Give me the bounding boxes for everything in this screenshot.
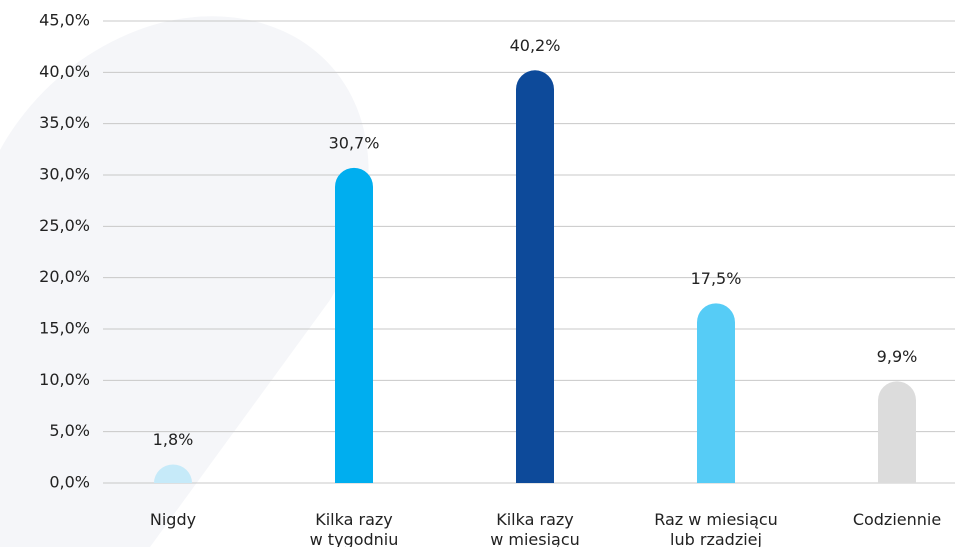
x-tick-label: Codziennie: [852, 510, 942, 529]
background-shape: [0, 16, 369, 547]
value-label: 30,7%: [329, 133, 380, 152]
value-label: 17,5%: [691, 269, 742, 288]
bar: [697, 303, 735, 483]
y-tick-label: 20,0%: [39, 267, 90, 286]
y-tick-label: 40,0%: [39, 62, 90, 81]
y-tick-label: 15,0%: [39, 319, 90, 338]
x-tick-label: Raz w miesiącu lub rzadziej: [654, 510, 778, 547]
y-tick-label: 5,0%: [49, 421, 90, 440]
x-tick-label: Kilka razy w tygodniu: [309, 510, 399, 547]
bar: [335, 167, 373, 483]
bar: [154, 464, 192, 483]
y-tick-label: 0,0%: [49, 473, 90, 492]
bar: [878, 381, 916, 483]
y-tick-label: 30,0%: [39, 165, 90, 184]
y-tick-label: 35,0%: [39, 113, 90, 132]
value-label: 9,9%: [877, 347, 918, 366]
y-tick-label: 25,0%: [39, 216, 90, 235]
bar: [516, 70, 554, 483]
y-tick-label: 45,0%: [39, 11, 90, 30]
value-label: 1,8%: [153, 430, 194, 449]
x-tick-label: Nigdy: [149, 510, 197, 529]
y-tick-label: 10,0%: [39, 370, 90, 389]
value-label: 40,2%: [510, 36, 561, 55]
x-tick-label: Kilka razy w miesiącu: [490, 510, 580, 547]
